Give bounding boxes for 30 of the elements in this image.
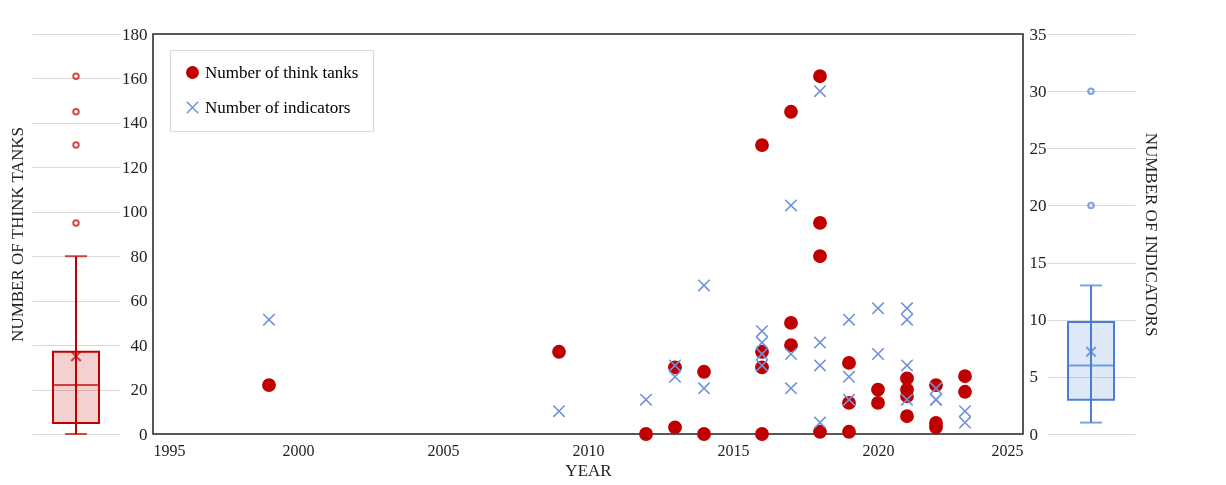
y-tick-label: 120 — [122, 157, 148, 177]
y2-tick-label: 20 — [1029, 195, 1047, 215]
y-tick-label: 60 — [130, 291, 148, 311]
y2-tick-label: 30 — [1029, 81, 1047, 101]
x-axis-title: YEAR — [565, 460, 613, 480]
x-tick-label: 2005 — [427, 441, 460, 459]
x-tick-label: 2015 — [717, 441, 750, 459]
x-tick-label: 2020 — [862, 441, 895, 459]
y2-tick-label: 35 — [1029, 24, 1047, 44]
y-tick-label: 160 — [122, 68, 148, 88]
y2-tick-label: 5 — [1029, 367, 1038, 387]
y-tick-label: 0 — [139, 424, 148, 444]
x-tick-label: 1995 — [153, 441, 186, 459]
legend-label: Number of indicators — [205, 97, 351, 117]
y-axis-title: NUMBER OF INDICATORS — [1141, 132, 1161, 337]
y2-tick-label: 15 — [1029, 253, 1047, 273]
y-axis-title: NUMBER OF THINK TANKS — [7, 127, 27, 342]
x-tick-label: 2010 — [572, 441, 605, 459]
y-tick-label: 100 — [122, 202, 148, 222]
y-tick-label: 40 — [130, 335, 148, 355]
y-tick-label: 20 — [130, 380, 148, 400]
y2-tick-label: 25 — [1029, 138, 1047, 158]
x-tick-label: 2000 — [282, 441, 315, 459]
x-tick-label: 2025 — [991, 441, 1024, 459]
y2-tick-label: 0 — [1029, 424, 1038, 444]
y2-tick-label: 10 — [1029, 310, 1047, 330]
y-tick-label: 140 — [122, 113, 148, 133]
y-tick-label: 80 — [130, 246, 148, 266]
y-tick-label: 180 — [122, 24, 148, 44]
legend-label: Number of think tanks — [205, 62, 359, 82]
